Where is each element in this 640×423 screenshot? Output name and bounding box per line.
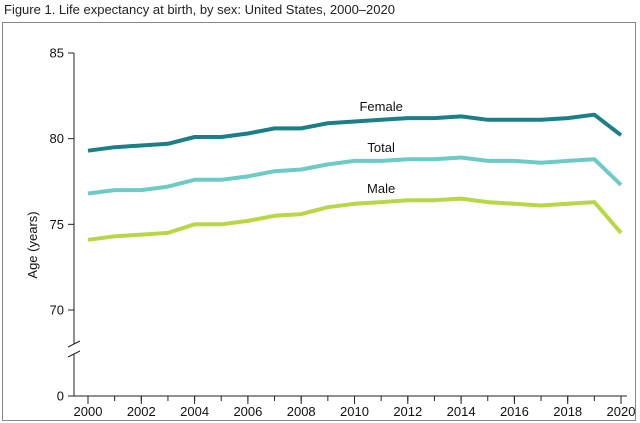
y-tick-label: 85 <box>50 46 64 61</box>
x-tick-label: 2016 <box>500 404 529 419</box>
series-labels: Female Total Male <box>359 99 402 196</box>
series-line-male <box>87 196 623 242</box>
x-tick-label: 2018 <box>553 404 582 419</box>
series-label-total: Total <box>367 140 395 155</box>
chart-frame: 0 70 75 80 85 2000 2002 2004 2006 2008 2010 2012 201… <box>2 22 636 421</box>
series-line-total <box>87 155 623 196</box>
series-lines <box>87 112 623 242</box>
x-tick-label: 2008 <box>287 404 316 419</box>
y-tick-label: 80 <box>50 131 64 146</box>
line-chart: 0 70 75 80 85 2000 2002 2004 2006 2008 2010 2012 201… <box>25 46 635 420</box>
y-tick-label: 0 <box>57 389 64 404</box>
y-tick-label: 70 <box>50 303 64 318</box>
y-axis-title: Age (years) <box>25 211 40 278</box>
series-label-male: Male <box>367 181 395 196</box>
x-tick-label: 2000 <box>74 404 103 419</box>
axis-break-mark <box>67 350 81 358</box>
x-tick-label: 2006 <box>233 404 262 419</box>
axis-break-mark <box>67 340 81 348</box>
figure-title: Figure 1. Life expectancy at birth, by s… <box>4 2 395 17</box>
series-line-female <box>87 112 623 153</box>
y-tick-label: 75 <box>50 217 64 232</box>
axes: 0 70 75 80 85 2000 2002 2004 2006 2008 2010 2012 201… <box>50 46 635 420</box>
x-tick-label: 2014 <box>447 404 476 419</box>
series-label-female: Female <box>359 99 402 114</box>
x-tick-label: 2004 <box>180 404 209 419</box>
x-tick-label: 2002 <box>127 404 156 419</box>
x-tick-label: 2020 <box>607 404 635 419</box>
x-tick-label: 2012 <box>393 404 422 419</box>
x-tick-label: 2010 <box>340 404 369 419</box>
